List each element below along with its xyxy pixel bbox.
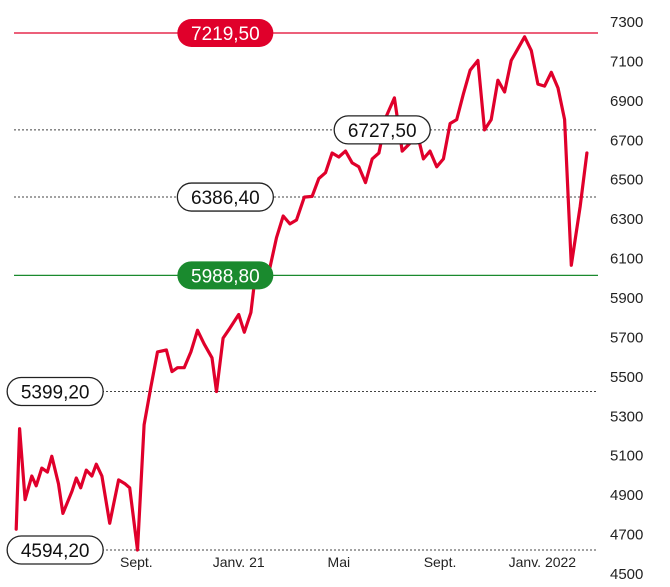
reference-label-pill [177, 261, 274, 290]
x-tick-label: Mai [328, 554, 351, 570]
reference-label-text: 7219,50 [191, 24, 260, 45]
series-line [14, 35, 589, 552]
reference-label-pill [177, 19, 274, 47]
reference-label-pill [6, 376, 104, 407]
x-tick-label: Sept. [120, 554, 153, 570]
reference-label: 5988,80 [177, 261, 274, 290]
y-tick-label: 5500 [610, 369, 643, 386]
y-tick-label: 7100 [610, 53, 643, 70]
x-tick-label: Janv. 2022 [509, 554, 577, 570]
reference-label-text: 5988,80 [191, 266, 260, 287]
reference-labels: 7219,50 6727,50 6386,40 5988,80 5399,20 4594,… [6, 19, 431, 565]
reference-label-text: 6386,40 [191, 188, 260, 209]
y-tick-label: 5100 [610, 448, 643, 465]
reference-label-pill [176, 182, 275, 212]
y-tick-label: 4500 [610, 566, 643, 583]
y-tick-label: 5700 [610, 329, 643, 346]
series-layer [14, 35, 589, 552]
reference-label-text: 4594,20 [21, 541, 90, 562]
x-axis-ticks: Sept. Janv. 21 Mai Sept. Janv. 2022 [120, 554, 576, 570]
y-tick-label: 5300 [610, 408, 643, 425]
reference-label-pill [333, 115, 431, 145]
reference-label: 4594,20 [6, 535, 104, 565]
y-tick-label: 4900 [610, 487, 643, 504]
reference-label: 6386,40 [176, 182, 275, 212]
reference-label: 5399,20 [6, 376, 104, 407]
reference-label: 7219,50 [177, 19, 274, 47]
y-tick-label: 5900 [610, 290, 643, 307]
y-tick-label: 6100 [610, 251, 643, 268]
reference-label: 6727,50 [333, 115, 431, 145]
reference-label-text: 5399,20 [21, 382, 90, 403]
y-axis-ticks: 4500 4700 4900 5100 5300 5500 5700 5900 6100 6300… [610, 14, 643, 583]
y-tick-label: 6900 [610, 93, 643, 110]
x-tick-label: Janv. 21 [213, 554, 265, 570]
reference-label-text: 6727,50 [348, 121, 417, 142]
y-tick-label: 6500 [610, 172, 643, 189]
y-tick-label: 4700 [610, 527, 643, 544]
reference-label-pill [6, 535, 104, 565]
y-tick-label: 6300 [610, 211, 643, 228]
y-tick-label: 7300 [610, 14, 643, 31]
x-tick-label: Sept. [424, 554, 457, 570]
y-tick-label: 6700 [610, 132, 643, 149]
